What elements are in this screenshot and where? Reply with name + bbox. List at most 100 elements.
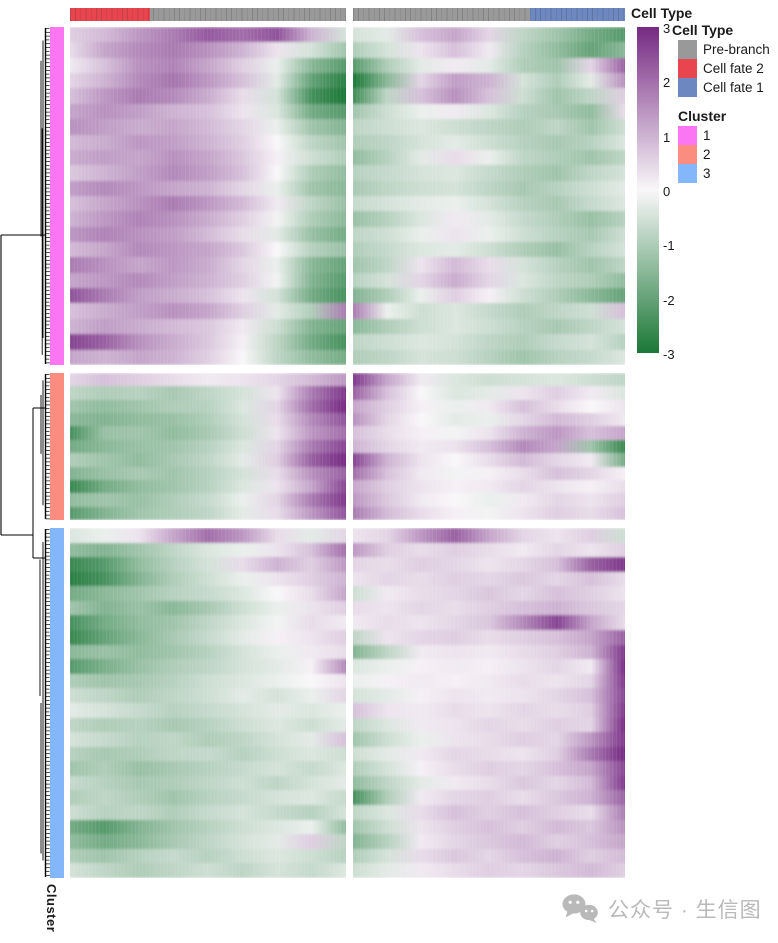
- heatmap-row: [70, 542, 346, 558]
- heatmap-row: [353, 732, 625, 747]
- heatmap-row: [70, 226, 346, 243]
- heatmap-row: [70, 717, 346, 733]
- heatmap-row: [353, 88, 625, 104]
- heatmap-row: [70, 303, 346, 319]
- heatmap-row: [353, 426, 625, 440]
- row-annotation-label: Cluster: [44, 884, 59, 933]
- legend-swatch: [678, 78, 697, 97]
- row-dendrogram: [0, 28, 51, 877]
- cell-type-annotation-right: [353, 8, 625, 21]
- heatmap-row: [70, 165, 346, 181]
- heatmap-row: [70, 600, 346, 616]
- heatmap-row: [70, 571, 346, 587]
- cell-type-segment: [150, 8, 346, 21]
- heatmap-row: [353, 211, 625, 227]
- heatmap-row: [70, 149, 346, 166]
- legend-swatch: [678, 59, 697, 78]
- heatmap-row: [70, 615, 346, 631]
- heatmap-row: [70, 439, 346, 454]
- colorbar-tick-label: 0: [663, 183, 671, 199]
- legend-item-label: Cell fate 2: [703, 61, 764, 76]
- heatmap-row: [70, 373, 346, 387]
- heatmap-row: [70, 586, 346, 601]
- watermark: 公众号 · 生信图: [560, 892, 762, 925]
- heatmap-row: [353, 413, 625, 427]
- wechat-icon: [562, 894, 598, 923]
- legend-item-label: Pre-branch: [703, 42, 770, 57]
- heatmap-row: [353, 195, 625, 212]
- colorbar-tick-label: -2: [663, 292, 675, 308]
- heatmap-row: [353, 399, 625, 414]
- heatmap-row: [353, 439, 625, 454]
- heatmap-row: [70, 119, 346, 135]
- legend-swatch: [678, 145, 697, 164]
- heatmap-row: [353, 318, 625, 335]
- colorbar-tick-label: -3: [663, 346, 675, 362]
- heatmap-row: [70, 103, 346, 120]
- heatmap-row: [70, 211, 346, 227]
- heatmap-row: [353, 242, 625, 258]
- heatmap-row: [353, 615, 625, 631]
- heatmap-block-right-cluster2: [353, 373, 625, 520]
- column-annotation-label: Cell Type: [631, 5, 693, 21]
- watermark-text: 公众号 · 生信图: [608, 898, 762, 922]
- cell-type-segment: [70, 8, 151, 21]
- heatmap-row: [70, 426, 346, 440]
- heatmap-row: [353, 334, 625, 350]
- heatmap-row: [353, 149, 625, 166]
- heatmap-row: [353, 630, 625, 645]
- heatmap-row: [353, 688, 625, 703]
- heatmap-row: [70, 673, 346, 689]
- heatmap-row: [353, 303, 625, 319]
- heatmap-row: [70, 863, 346, 878]
- colorbar-tick-label: -1: [663, 238, 675, 254]
- heatmap-row: [353, 834, 625, 849]
- heatmap-row: [353, 848, 625, 864]
- heatmap-row: [70, 288, 346, 304]
- legend-swatch: [678, 126, 697, 145]
- heatmap-row: [353, 804, 625, 820]
- legend-item-label: 2: [703, 147, 711, 162]
- heatmap-row: [353, 863, 625, 878]
- heatmap-row: [353, 453, 625, 467]
- heatmap-row: [70, 688, 346, 703]
- colorbar-tick-label: 3: [663, 21, 671, 36]
- heatmap-row: [353, 134, 625, 150]
- heatmap-row: [70, 557, 346, 572]
- heatmap-row: [353, 528, 625, 543]
- heatmap-row: [353, 746, 625, 762]
- heatmap-row: [70, 73, 346, 89]
- heatmap-row: [70, 242, 346, 258]
- heatmap-row: [353, 288, 625, 304]
- heatmap-row: [70, 819, 346, 835]
- heatmap-row: [70, 399, 346, 414]
- heatmap-row: [70, 88, 346, 104]
- cluster-bar-segment-2: [50, 373, 64, 520]
- heatmap-row: [70, 804, 346, 820]
- heatmap-row: [353, 673, 625, 689]
- heatmap-row: [353, 542, 625, 558]
- heatmap-row: [70, 834, 346, 849]
- heatmap-row: [353, 103, 625, 120]
- heatmap-row: [353, 600, 625, 616]
- heatmap-row: [70, 761, 346, 776]
- heatmap-row: [353, 466, 625, 480]
- heatmap-row: [353, 57, 625, 74]
- heatmap-row: [353, 644, 625, 660]
- heatmap-row: [353, 226, 625, 243]
- heatmap-row: [353, 42, 625, 58]
- heatmap-row: [70, 493, 346, 507]
- heatmap-row: [70, 644, 346, 660]
- heatmap-row: [353, 790, 625, 805]
- cell-type-segment: [353, 8, 530, 21]
- cluster-bar-segment-3: [50, 528, 64, 878]
- heatmap-row: [70, 453, 346, 467]
- heatmap-row: [70, 180, 346, 196]
- heatmap-row: [70, 42, 346, 58]
- heatmap-row: [70, 630, 346, 645]
- legend-swatch: [678, 40, 697, 59]
- heatmap-row: [353, 180, 625, 196]
- heatmap-block-right-cluster3: [353, 528, 625, 878]
- heatmap-row: [353, 819, 625, 835]
- heatmap-block-left-cluster1: [70, 27, 346, 365]
